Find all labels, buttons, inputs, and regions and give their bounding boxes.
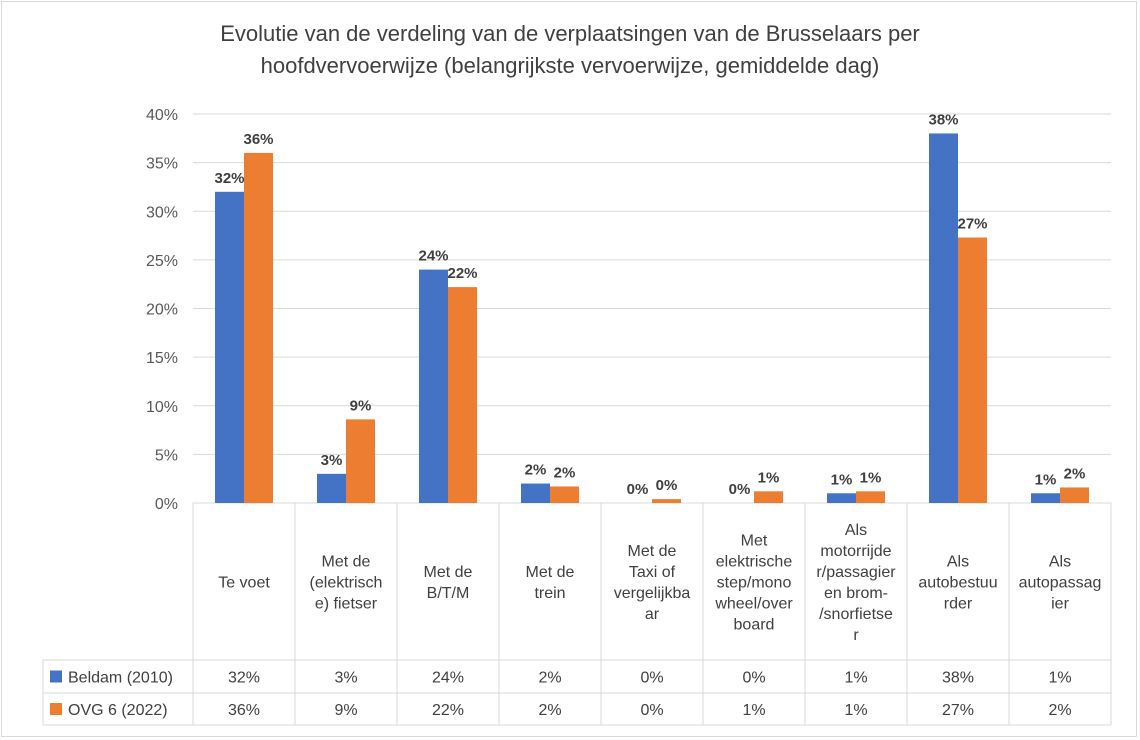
- data-label: 3%: [321, 452, 343, 469]
- category-label: Als: [845, 522, 867, 539]
- bar: [827, 493, 856, 503]
- data-label: 36%: [243, 131, 273, 148]
- category-label: Als: [947, 554, 969, 571]
- category-label: vergelijkba: [614, 585, 691, 602]
- bar: [521, 483, 550, 503]
- category-label: r: [853, 627, 859, 644]
- category-label: e) fietser: [315, 596, 378, 613]
- category-label: ar: [645, 606, 660, 623]
- data-label: 0%: [729, 481, 751, 498]
- table-cell-value: 0%: [640, 670, 663, 687]
- y-tick-label: 25%: [146, 253, 178, 270]
- table-cell-value: 0%: [742, 670, 765, 687]
- bar: [1060, 487, 1089, 503]
- bar: [346, 419, 375, 503]
- bar: [244, 152, 273, 503]
- category-label: board: [734, 617, 775, 634]
- table-cell-value: 3%: [334, 670, 357, 687]
- category-label: rder: [944, 596, 973, 613]
- bar: [550, 486, 579, 503]
- y-tick-label: 35%: [146, 156, 178, 173]
- table-cell-value: 2%: [538, 670, 561, 687]
- data-label: 24%: [418, 248, 448, 265]
- data-label: 0%: [627, 481, 649, 498]
- table-cell-value: 32%: [228, 670, 260, 687]
- legend-series-name: Beldam (2010): [68, 670, 173, 687]
- y-tick-label: 15%: [146, 350, 178, 367]
- data-label: 9%: [350, 397, 372, 414]
- data-label: 1%: [831, 471, 853, 488]
- category-label: step/mono: [717, 575, 792, 592]
- y-tick-label: 5%: [155, 447, 178, 464]
- table-cell-value: 22%: [432, 702, 464, 719]
- data-label: 1%: [860, 469, 882, 486]
- category-label: trein: [534, 585, 565, 602]
- category-label: (elektrisch: [310, 575, 383, 592]
- table-cell-value: 1%: [844, 702, 867, 719]
- data-label: 0%: [656, 477, 678, 494]
- chart-title-line-1: Evolutie van de verdeling van de verplaa…: [220, 21, 920, 46]
- table-cell-value: 2%: [538, 702, 561, 719]
- bar: [1031, 493, 1060, 503]
- category-label: ier: [1051, 596, 1069, 613]
- bar: [929, 133, 958, 503]
- bar: [448, 287, 477, 503]
- category-label: Taxi of: [629, 564, 676, 581]
- data-label: 1%: [1035, 471, 1057, 488]
- data-label: 2%: [554, 464, 576, 481]
- bar: [317, 473, 346, 503]
- bar: [652, 499, 681, 503]
- table-cell-value: 1%: [1048, 670, 1071, 687]
- category-label: B/T/M: [427, 585, 470, 602]
- category-label: Met de: [628, 543, 677, 560]
- table-cell-value: 27%: [942, 702, 974, 719]
- category-label: Met de: [526, 564, 575, 581]
- table-cell-value: 38%: [942, 670, 974, 687]
- data-label: 22%: [447, 265, 477, 282]
- chart-title-line-2: hoofdvervoerwijze (belangrijkste vervoer…: [260, 53, 880, 78]
- table-cell-value: 36%: [228, 702, 260, 719]
- category-label: Met de: [424, 564, 473, 581]
- y-tick-label: 20%: [146, 302, 178, 319]
- category-label: Met: [741, 533, 768, 550]
- category-label: Met de: [322, 554, 371, 571]
- category-label: motorrijde: [820, 543, 891, 560]
- legend-swatch: [50, 670, 62, 683]
- legend-series-name: OVG 6 (2022): [68, 702, 168, 719]
- category-label: wheel/over: [714, 596, 793, 613]
- category-label: elektrische: [716, 554, 793, 571]
- table-cell-value: 1%: [844, 670, 867, 687]
- y-tick-label: 10%: [146, 399, 178, 416]
- table-cell-value: 24%: [432, 670, 464, 687]
- table-cell-value: 2%: [1048, 702, 1071, 719]
- legend-swatch: [50, 703, 62, 715]
- category-label: Te voet: [218, 575, 270, 592]
- bar: [754, 491, 783, 503]
- data-label: 1%: [758, 469, 780, 486]
- category-label: autopassag: [1019, 575, 1102, 592]
- bar: [958, 237, 987, 503]
- chart-title: Evolutie van de verdeling van de verplaa…: [0, 18, 1140, 82]
- bar: [856, 491, 885, 503]
- y-tick-label: 0%: [155, 496, 178, 513]
- category-label: autobestuu: [918, 575, 997, 592]
- bar: [419, 269, 448, 503]
- data-label: 38%: [928, 111, 958, 128]
- data-label: 2%: [1064, 465, 1086, 482]
- table-cell-value: 1%: [742, 702, 765, 719]
- category-label: Als: [1049, 554, 1071, 571]
- category-label: /snorfietse: [819, 606, 893, 623]
- table-cell-value: 9%: [334, 702, 357, 719]
- table-cell-value: 0%: [640, 702, 663, 719]
- data-label: 27%: [957, 216, 987, 233]
- y-tick-label: 40%: [146, 107, 178, 124]
- y-tick-label: 30%: [146, 204, 178, 221]
- category-label: en brom-: [824, 585, 888, 602]
- data-label: 32%: [214, 170, 244, 187]
- data-label: 2%: [525, 462, 547, 479]
- category-label: r/passagier: [816, 564, 896, 581]
- bar: [215, 191, 244, 504]
